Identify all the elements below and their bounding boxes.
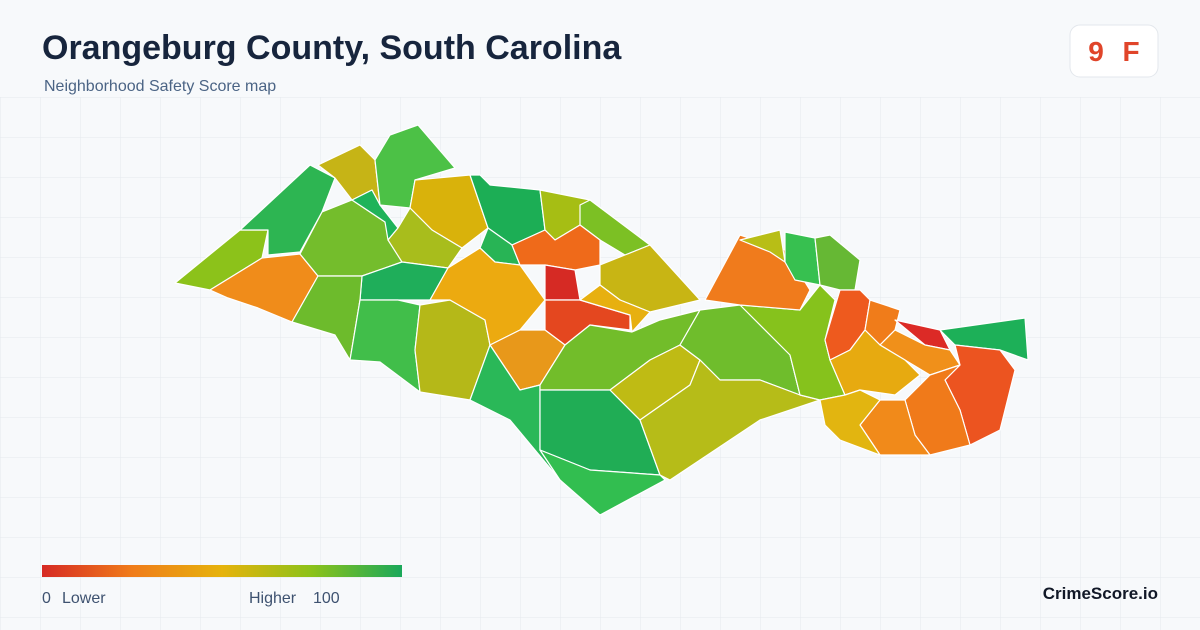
region: [784, 231, 821, 286]
legend-gradient: [42, 565, 402, 577]
title: Orangeburg County, South Carolina: [42, 29, 622, 67]
legend-min-label: Lower: [62, 590, 106, 607]
legend-max: 100: [313, 590, 340, 607]
legend-min: 0: [42, 590, 51, 607]
subtitle: Neighborhood Safety Score map: [44, 78, 276, 95]
region: [544, 264, 581, 301]
score-badge: 9 F: [1069, 24, 1159, 78]
region: [174, 229, 269, 291]
brand: CrimeScore.io: [1043, 584, 1158, 603]
region: [579, 284, 651, 333]
badge-grade: F: [1122, 36, 1139, 67]
badge-box: [1069, 24, 1159, 78]
region: [539, 449, 666, 516]
county-map: [174, 124, 1029, 516]
region: [387, 207, 463, 269]
legend-max-label: Higher: [249, 590, 297, 607]
region: [819, 389, 881, 456]
region: [829, 329, 921, 396]
region: [879, 329, 961, 376]
badge-score: 9: [1088, 36, 1104, 67]
region: [939, 317, 1029, 361]
region: [511, 224, 601, 271]
region: [374, 124, 456, 209]
legend: 0 Lower Higher 100: [42, 565, 402, 607]
